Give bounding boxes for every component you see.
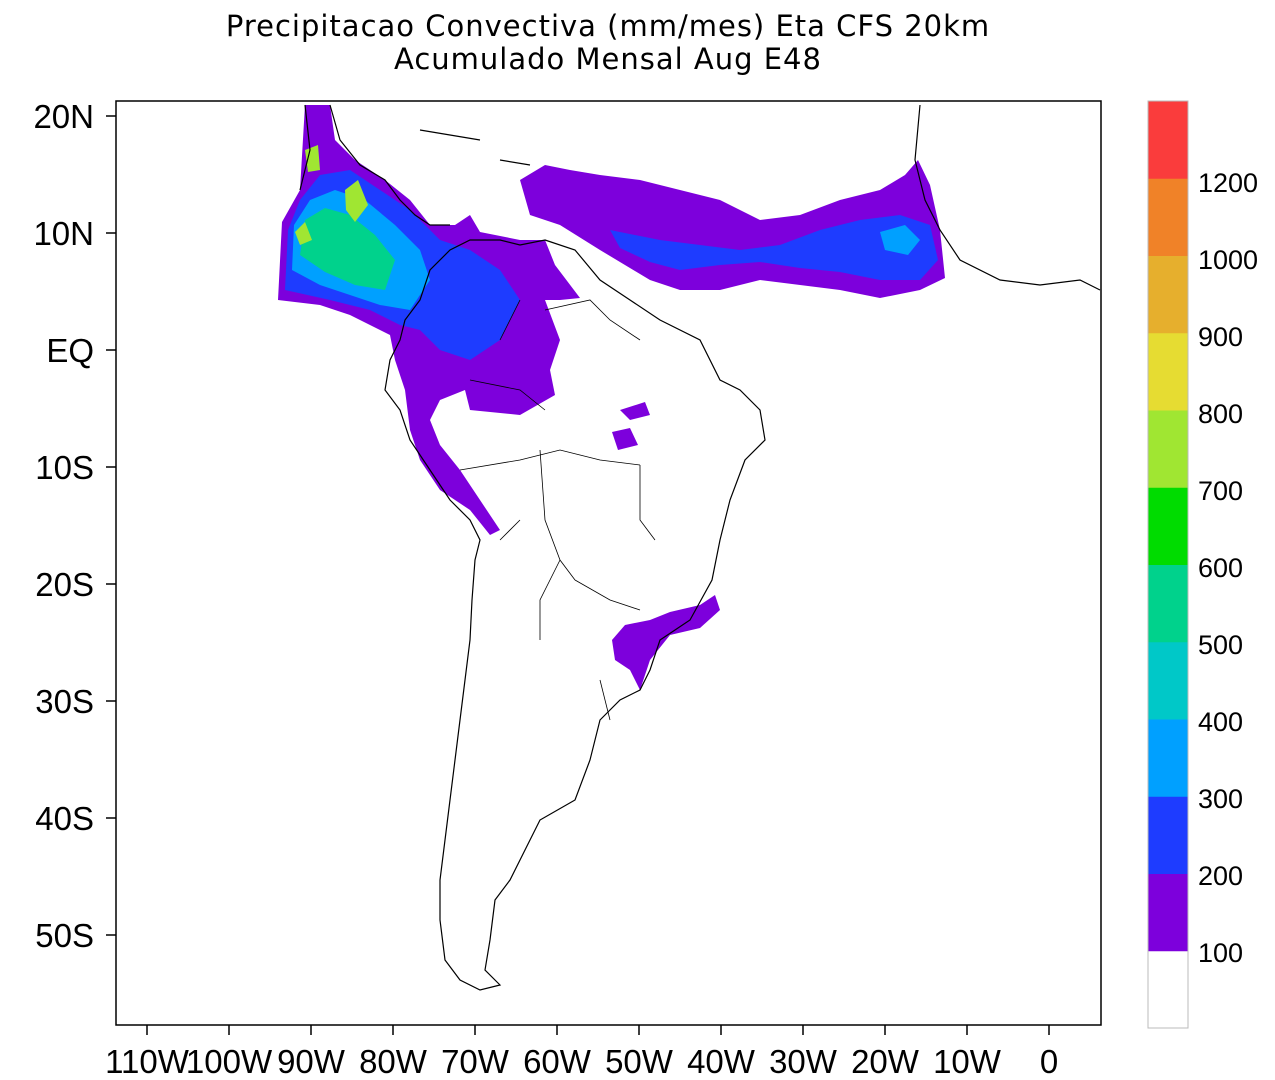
x-tick-label: 30W xyxy=(769,1043,838,1080)
x-tick-label: 100W xyxy=(186,1043,273,1080)
colorbar-label: 1000 xyxy=(1198,245,1258,275)
colorbar-label: 1200 xyxy=(1198,168,1258,198)
colorbar-label: 200 xyxy=(1198,861,1243,891)
colorbar-swatch xyxy=(1148,332,1188,411)
colorbar-swatch xyxy=(1148,719,1188,797)
precip-se-brazil-100 xyxy=(612,595,720,690)
precip-central-america-700 xyxy=(295,145,368,245)
y-axis: 20N 10N EQ 10S 20S 30S 40S 50S xyxy=(33,98,116,954)
y-tick-label: 20N xyxy=(33,98,94,135)
plot-frame xyxy=(115,100,1102,1026)
x-tick-label: 110W xyxy=(105,1043,190,1080)
x-tick-label: 90W xyxy=(277,1043,346,1080)
precip-ne-brazil-100 xyxy=(612,402,650,450)
x-tick-label: 0 xyxy=(1040,1043,1058,1080)
y-tick-label: EQ xyxy=(46,332,94,369)
title-line-2: Acumulado Mensal Aug E48 xyxy=(394,42,822,76)
colorbar-label: 400 xyxy=(1198,707,1243,737)
colorbar-swatch xyxy=(1148,410,1188,488)
x-tick-label: 10W xyxy=(933,1043,1002,1080)
x-tick-label: 70W xyxy=(441,1043,510,1080)
colorbar-label: 500 xyxy=(1198,630,1243,660)
colorbar-swatch xyxy=(1148,873,1188,952)
africa-coastline xyxy=(914,104,1101,291)
y-tick-label: 40S xyxy=(35,800,94,837)
central-america-coastline xyxy=(299,104,450,226)
coastlines xyxy=(299,104,1101,991)
colorbar-label: 300 xyxy=(1198,784,1243,814)
precip-central-america-500 xyxy=(300,208,395,290)
y-tick-label: 10S xyxy=(35,449,94,486)
y-tick-label: 50S xyxy=(35,917,94,954)
precip-atlantic-300 xyxy=(880,225,920,255)
colorbar-label: 600 xyxy=(1198,553,1243,583)
colorbar-label: 700 xyxy=(1198,476,1243,506)
x-tick-label: 40W xyxy=(687,1043,756,1080)
colorbar-label: 900 xyxy=(1198,322,1243,352)
national-borders xyxy=(459,299,656,721)
title-line-1: Precipitacao Convectiva (mm/mes) Eta CFS… xyxy=(225,9,991,43)
y-tick-label: 20S xyxy=(35,566,94,603)
south-america-coastline xyxy=(384,239,766,991)
colorbar-swatch xyxy=(1148,101,1188,179)
colorbar-swatches xyxy=(1148,101,1188,1029)
x-tick-label: 80W xyxy=(359,1043,428,1080)
y-tick-label: 10N xyxy=(33,215,94,252)
colorbar-swatch xyxy=(1148,564,1188,643)
colorbar-swatch xyxy=(1148,487,1188,565)
colorbar-swatch xyxy=(1148,178,1188,256)
x-tick-label: 60W xyxy=(523,1043,592,1080)
colorbar-swatch xyxy=(1148,641,1188,720)
colorbar-label: 100 xyxy=(1198,938,1243,968)
plot-area xyxy=(278,104,1101,991)
colorbar-swatch xyxy=(1148,255,1188,334)
y-tick-label: 30S xyxy=(35,683,94,720)
x-axis: 110W 100W 90W 80W 70W 60W 50W 40W 30W 20… xyxy=(105,1025,1058,1080)
map-title: Precipitacao Convectiva (mm/mes) Eta CFS… xyxy=(0,10,1216,76)
colorbar-label: 800 xyxy=(1198,399,1243,429)
colorbar-swatch xyxy=(1148,796,1188,874)
precipitation-field xyxy=(278,105,945,690)
x-tick-label: 20W xyxy=(851,1043,920,1080)
caribbean-islands xyxy=(419,129,531,166)
x-tick-label: 50W xyxy=(605,1043,674,1080)
colorbar-swatch xyxy=(1148,950,1188,1029)
colorbar: 100 200 300 400 500 600 700 800 900 1000… xyxy=(1147,100,1258,1029)
colorbar-frame xyxy=(1147,100,1189,1029)
precip-atlantic-200 xyxy=(610,215,938,280)
